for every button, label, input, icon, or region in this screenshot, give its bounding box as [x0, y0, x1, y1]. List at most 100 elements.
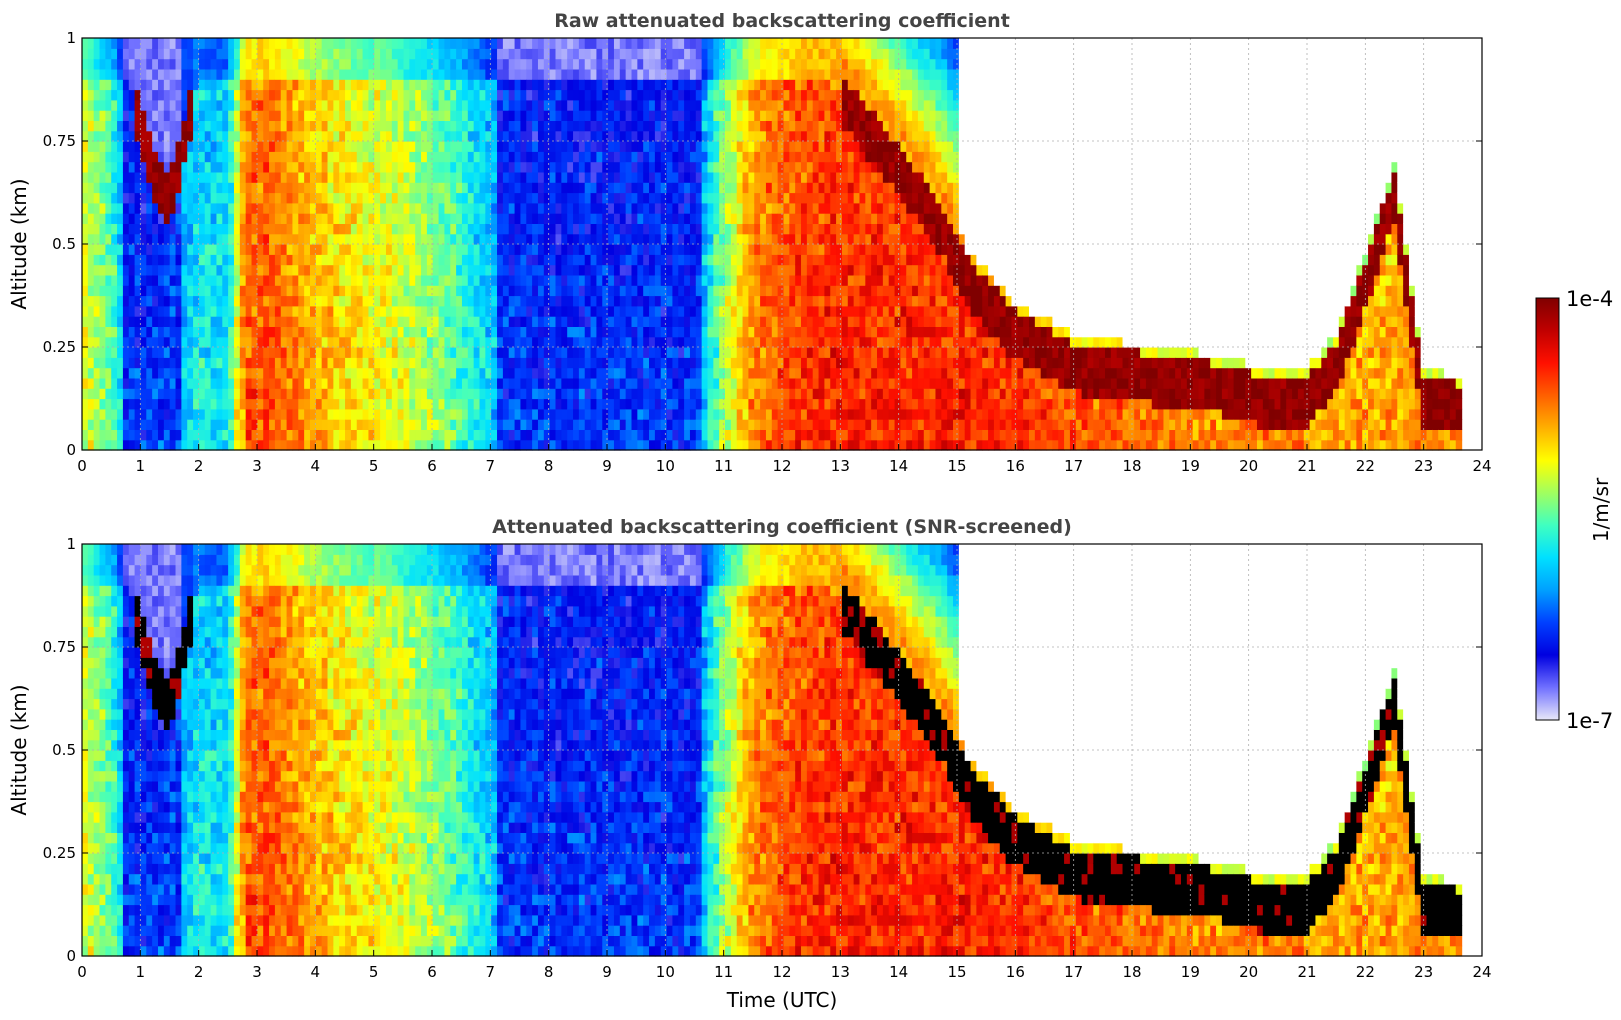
- heatmap-cell: [485, 377, 492, 389]
- heatmap-cell: [608, 213, 615, 224]
- heatmap-cell: [491, 408, 498, 420]
- heatmap-cell: [461, 48, 469, 60]
- heatmap-cell: [485, 439, 492, 451]
- heatmap-cell: [421, 439, 428, 451]
- heatmap-cell: [239, 89, 247, 101]
- heatmap-cell: [239, 58, 247, 70]
- heatmap-cell: [187, 202, 194, 214]
- heatmap-cell: [93, 99, 101, 111]
- heatmap-cell: [771, 192, 779, 204]
- heatmap-cell: [502, 171, 510, 183]
- heatmap-cell: [111, 120, 118, 132]
- heatmap-cell: [584, 130, 592, 142]
- heatmap-cell: [169, 429, 177, 441]
- heatmap-cell: [613, 244, 621, 255]
- heatmap-cell: [146, 367, 153, 379]
- heatmap-cell: [461, 68, 469, 80]
- heatmap-cell: [146, 58, 153, 70]
- heatmap-cell: [444, 367, 451, 379]
- heatmap-cell: [497, 347, 504, 358]
- heatmap-cell: [678, 48, 685, 60]
- heatmap-cell: [356, 408, 364, 420]
- heatmap-cell: [736, 192, 744, 204]
- heatmap-cell: [233, 429, 241, 441]
- heatmap-cell: [292, 408, 299, 420]
- heatmap-cell: [368, 419, 375, 430]
- heatmap-cell: [491, 182, 498, 194]
- heatmap-cell: [666, 141, 674, 152]
- heatmap-cell: [613, 377, 621, 389]
- heatmap-cell: [625, 182, 633, 194]
- heatmap-cell: [122, 213, 130, 224]
- heatmap-cell: [643, 316, 650, 327]
- heatmap-cell: [403, 408, 410, 420]
- heatmap-cell: [450, 439, 457, 451]
- heatmap-cell: [99, 326, 106, 338]
- heatmap-cell: [771, 439, 779, 451]
- heatmap-cell: [725, 48, 732, 60]
- heatmap-cell: [403, 213, 410, 224]
- heatmap-cell: [631, 48, 638, 60]
- heatmap-cell: [660, 419, 668, 430]
- heatmap-cell: [520, 161, 527, 173]
- heatmap-cell: [245, 79, 253, 91]
- heatmap-cell: [760, 274, 767, 286]
- heatmap-cell: [765, 336, 773, 348]
- heatmap-cell: [467, 244, 475, 255]
- heatmap-cell: [152, 99, 159, 111]
- heatmap-cell: [625, 347, 633, 358]
- heatmap-cell: [625, 151, 633, 163]
- heatmap-cell: [257, 202, 264, 214]
- heatmap-cell: [573, 202, 580, 214]
- heatmap-cell: [397, 48, 405, 60]
- heatmap-cell: [736, 182, 744, 194]
- heatmap-cell: [204, 38, 212, 49]
- heatmap-cell: [777, 347, 785, 358]
- heatmap-cell: [239, 130, 247, 142]
- heatmap-cell: [339, 398, 346, 410]
- heatmap-cell: [99, 213, 106, 224]
- heatmap-cell: [257, 58, 264, 70]
- heatmap-cell: [502, 38, 510, 49]
- heatmap-cell: [146, 192, 153, 204]
- heatmap-cell: [713, 429, 720, 441]
- heatmap-cell: [701, 89, 709, 101]
- heatmap-cell: [374, 398, 381, 410]
- heatmap-cell: [730, 79, 738, 91]
- heatmap-cell: [368, 48, 375, 60]
- heatmap-cell: [380, 171, 387, 183]
- heatmap-cell: [228, 326, 235, 338]
- heatmap-cell: [771, 68, 779, 80]
- heatmap-cell: [409, 120, 416, 132]
- heatmap-cell: [210, 120, 218, 132]
- heatmap-cell: [549, 419, 557, 430]
- heatmap-cell: [163, 367, 171, 379]
- heatmap-cell: [438, 182, 446, 194]
- heatmap-cell: [649, 48, 656, 60]
- heatmap-cell: [304, 367, 311, 379]
- heatmap-cell: [754, 244, 761, 255]
- heatmap-cell: [526, 285, 533, 297]
- heatmap-cell: [707, 398, 714, 410]
- heatmap-cell: [304, 326, 311, 338]
- heatmap-cell: [327, 336, 334, 348]
- heatmap-cell: [526, 336, 533, 348]
- heatmap-cell: [701, 213, 709, 224]
- heatmap-cell: [204, 58, 212, 70]
- heatmap-cell: [473, 295, 481, 307]
- heatmap-cell: [514, 254, 522, 266]
- heatmap-cell: [678, 213, 685, 224]
- heatmap-cell: [561, 305, 568, 317]
- heatmap-cell: [625, 377, 633, 389]
- heatmap-cell: [672, 161, 679, 173]
- heatmap-cell: [309, 48, 317, 60]
- heatmap-cell: [193, 182, 200, 194]
- heatmap-cell: [128, 254, 136, 266]
- heatmap-cell: [485, 110, 492, 121]
- heatmap-cell: [672, 274, 679, 286]
- heatmap-cell: [625, 192, 633, 204]
- heatmap-cell: [157, 429, 165, 441]
- heatmap-cell: [163, 305, 171, 317]
- heatmap-cell: [678, 357, 685, 369]
- heatmap-cell: [514, 151, 522, 163]
